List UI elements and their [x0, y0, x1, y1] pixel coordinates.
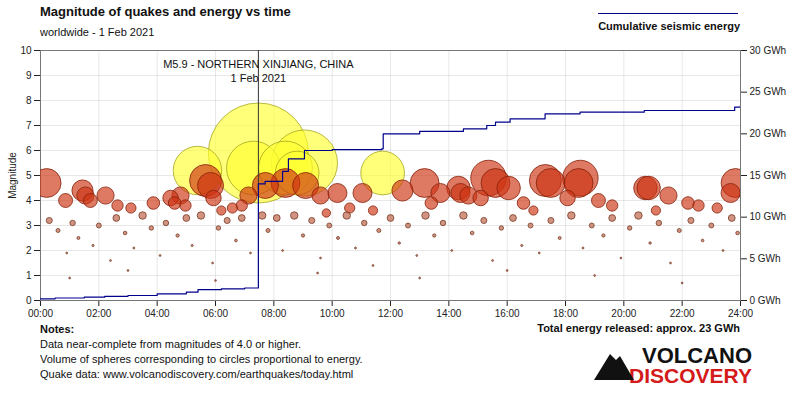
svg-text:0 GWh: 0 GWh — [750, 295, 781, 306]
svg-text:M5.9 - NORTHERN XINJIANG, CHIN: M5.9 - NORTHERN XINJIANG, CHINA — [163, 58, 354, 70]
svg-text:18:00: 18:00 — [553, 308, 578, 319]
svg-text:12:00: 12:00 — [378, 308, 403, 319]
svg-text:10: 10 — [20, 45, 32, 56]
svg-text:25 GWh: 25 GWh — [750, 86, 787, 97]
svg-text:6: 6 — [26, 145, 32, 156]
svg-text:10 GWh: 10 GWh — [750, 211, 787, 222]
html-text:Cumulative seismic energy: Cumulative seismic energy — [598, 20, 740, 32]
svg-text:9: 9 — [26, 70, 32, 81]
svg-text:14:00: 14:00 — [436, 308, 461, 319]
svg-text:2: 2 — [26, 245, 32, 256]
svg-text:30 GWh: 30 GWh — [750, 45, 787, 56]
html-text:Magnitude of quakes and energy: Magnitude of quakes and energy vs time — [40, 4, 291, 19]
html-text:DISCOVERY: DISCOVERY — [629, 364, 752, 387]
svg-text:3: 3 — [26, 220, 32, 231]
svg-text:Magnitude: Magnitude — [7, 152, 18, 199]
svg-text:08:00: 08:00 — [261, 308, 286, 319]
svg-text:1: 1 — [26, 270, 32, 281]
svg-text:15 GWh: 15 GWh — [750, 170, 787, 181]
svg-text:00:00: 00:00 — [28, 308, 53, 319]
svg-text:1 Feb 2021: 1 Feb 2021 — [231, 72, 287, 84]
svg-text:16:00: 16:00 — [495, 308, 520, 319]
svg-text:8: 8 — [26, 95, 32, 106]
html-text:Volume of spheres correspondin: Volume of spheres corresponding to circl… — [40, 353, 363, 365]
svg-text:06:00: 06:00 — [203, 308, 228, 319]
html-text:worldwide - 1 Feb 2021: worldwide - 1 Feb 2021 — [40, 26, 155, 38]
svg-text:24:00: 24:00 — [728, 308, 753, 319]
html-text:Total energy released: approx.: Total energy released: approx. 23 GWh — [537, 322, 740, 334]
svg-text:5 GWh: 5 GWh — [750, 253, 781, 264]
svg-text:4: 4 — [26, 195, 32, 206]
svg-text:5: 5 — [26, 170, 32, 181]
svg-text:20:00: 20:00 — [611, 308, 636, 319]
html-text:Quake data: www.volcanodiscove: Quake data: www.volcanodiscovery.com/ear… — [40, 368, 354, 380]
svg-text:22:00: 22:00 — [670, 308, 695, 319]
svg-text:02:00: 02:00 — [86, 308, 111, 319]
svg-text:04:00: 04:00 — [145, 308, 170, 319]
html-text:VOLCANO: VOLCANO — [642, 343, 752, 368]
svg-text:20 GWh: 20 GWh — [750, 128, 787, 139]
html-text:Data near-complete from magnit: Data near-complete from magnitudes of 4.… — [40, 338, 302, 350]
svg-text:10:00: 10:00 — [320, 308, 345, 319]
svg-text:7: 7 — [26, 120, 32, 131]
html-text:Notes:: Notes: — [40, 323, 75, 335]
svg-text:0: 0 — [26, 295, 32, 306]
